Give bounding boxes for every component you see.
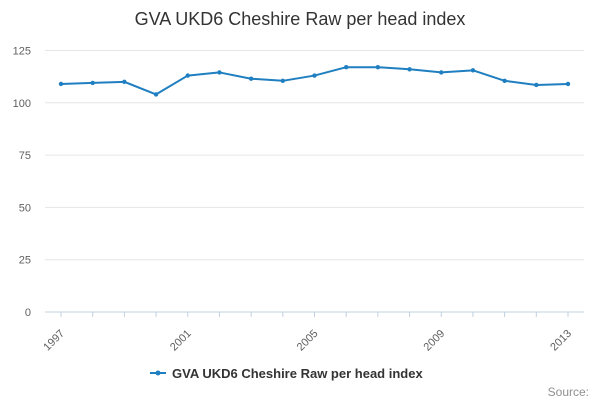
data-point <box>90 80 95 86</box>
y-tick-label: 75 <box>19 150 31 162</box>
data-point <box>407 67 412 72</box>
x-tick-label: 1997 <box>41 328 67 354</box>
series-line <box>60 66 569 96</box>
legend-label: GVA UKD6 Cheshire Raw per head index <box>172 366 423 381</box>
data-point <box>58 81 64 87</box>
data-point <box>502 78 507 84</box>
data-point <box>375 65 381 70</box>
data-point <box>439 70 444 75</box>
chart-title: GVA UKD6 Cheshire Raw per head index <box>135 9 466 29</box>
data-point <box>217 70 222 75</box>
x-tick-label: 2001 <box>168 328 194 354</box>
x-tick-label: 2009 <box>422 328 448 354</box>
x-tick-label: 2005 <box>295 328 321 354</box>
data-point <box>312 73 317 78</box>
data-point <box>122 79 127 85</box>
y-tick-label: 50 <box>19 202 31 214</box>
data-point <box>565 81 571 87</box>
data-point <box>534 82 539 88</box>
x-tick-label: 2013 <box>548 328 574 354</box>
data-point <box>185 73 190 78</box>
source-label: Source: <box>548 385 589 399</box>
y-axis: 0 25 50 75 100 125 <box>13 45 31 319</box>
grid-lines <box>45 49 584 313</box>
x-axis: 1997 2001 2005 2009 2013 <box>41 312 574 353</box>
data-point <box>248 76 254 81</box>
data-point <box>153 92 159 97</box>
data-point <box>343 65 349 70</box>
y-tick-label: 25 <box>19 255 31 267</box>
legend[interactable]: GVA UKD6 Cheshire Raw per head index <box>150 366 423 381</box>
y-tick-label: 0 <box>25 307 31 319</box>
y-tick-label: 125 <box>13 45 31 57</box>
series-layer <box>58 65 571 97</box>
data-point <box>470 68 476 73</box>
y-tick-label: 100 <box>13 98 31 110</box>
legend-dot-marker <box>155 370 161 376</box>
data-point <box>280 78 286 84</box>
